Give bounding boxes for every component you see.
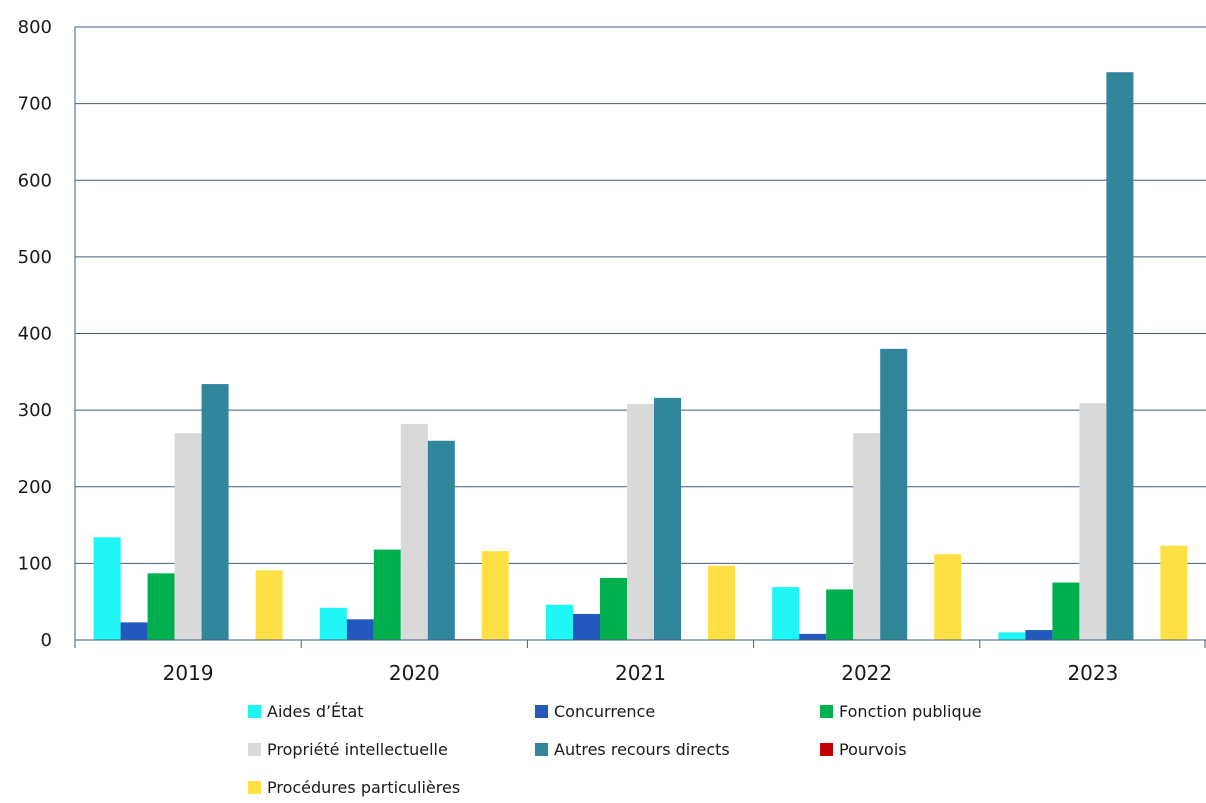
legend-swatch	[535, 705, 548, 718]
legend-item: Propriété intellectuelle	[248, 740, 448, 759]
legend-item: Procédures particulières	[248, 778, 460, 797]
bars	[93, 72, 1188, 641]
bar	[998, 632, 1026, 640]
legend-swatch	[535, 743, 548, 756]
bar	[319, 607, 347, 640]
y-tick-label: 700	[18, 94, 52, 115]
legend-swatch	[820, 743, 833, 756]
bar	[174, 433, 202, 640]
x-axis: 2019 2020 2021 2022 2023	[74, 639, 1206, 685]
legend-label: Fonction publique	[839, 702, 982, 721]
legend-item: Concurrence	[535, 702, 655, 721]
bar	[1079, 403, 1107, 640]
legend-label: Propriété intellectuelle	[267, 740, 448, 759]
legend-item: Aides d’État	[248, 702, 364, 721]
legend-label: Concurrence	[554, 702, 655, 721]
bar	[934, 554, 962, 640]
bar	[120, 622, 148, 640]
y-axis-tick-labels: 0 100 200 300 400 500 600 700 800	[18, 17, 52, 651]
x-tick-label: 2023	[1067, 661, 1118, 685]
bar	[1025, 630, 1053, 640]
legend-label: Autres recours directs	[554, 740, 730, 759]
bar	[427, 440, 455, 640]
bar	[546, 604, 573, 640]
y-tick-label: 0	[41, 630, 52, 651]
legend: Aides d’État Concurrence Fonction publique…	[248, 702, 982, 797]
x-tick-label: 2021	[615, 661, 666, 685]
legend-item: Fonction publique	[820, 702, 982, 721]
x-tick-label: 2022	[841, 661, 892, 685]
bar	[573, 613, 600, 640]
legend-swatch	[248, 743, 261, 756]
bar	[826, 589, 854, 640]
bar	[201, 384, 229, 640]
bar	[481, 551, 509, 640]
y-tick-label: 400	[18, 324, 52, 345]
bar	[600, 577, 627, 640]
legend-swatch	[248, 705, 261, 718]
bar	[1106, 72, 1134, 641]
y-tick-label: 800	[18, 17, 52, 38]
bar	[400, 423, 428, 640]
x-tick-label: 2020	[389, 661, 440, 685]
bar	[93, 537, 121, 640]
legend-item: Pourvois	[820, 740, 907, 759]
y-tick-label: 300	[18, 400, 52, 421]
bar	[708, 565, 735, 640]
y-tick-label: 500	[18, 247, 52, 268]
bar	[654, 397, 681, 640]
bar	[147, 573, 175, 640]
bar	[373, 549, 401, 640]
bar	[627, 403, 654, 640]
bar	[880, 348, 908, 640]
bar	[255, 570, 283, 640]
bar	[853, 433, 881, 640]
legend-label: Pourvois	[839, 740, 907, 759]
y-tick-label: 600	[18, 170, 52, 191]
legend-swatch	[820, 705, 833, 718]
legend-swatch	[248, 781, 261, 794]
y-tick-label: 100	[18, 553, 52, 574]
x-tick-label: 2019	[163, 661, 214, 685]
bar	[799, 633, 827, 640]
y-tick-label: 200	[18, 477, 52, 498]
legend-label: Procédures particulières	[267, 778, 460, 797]
bar	[1052, 582, 1080, 640]
legend-item: Autres recours directs	[535, 740, 730, 759]
bar	[346, 619, 374, 640]
bar	[772, 587, 800, 640]
bar	[1160, 545, 1188, 640]
legend-label: Aides d’État	[267, 702, 364, 721]
